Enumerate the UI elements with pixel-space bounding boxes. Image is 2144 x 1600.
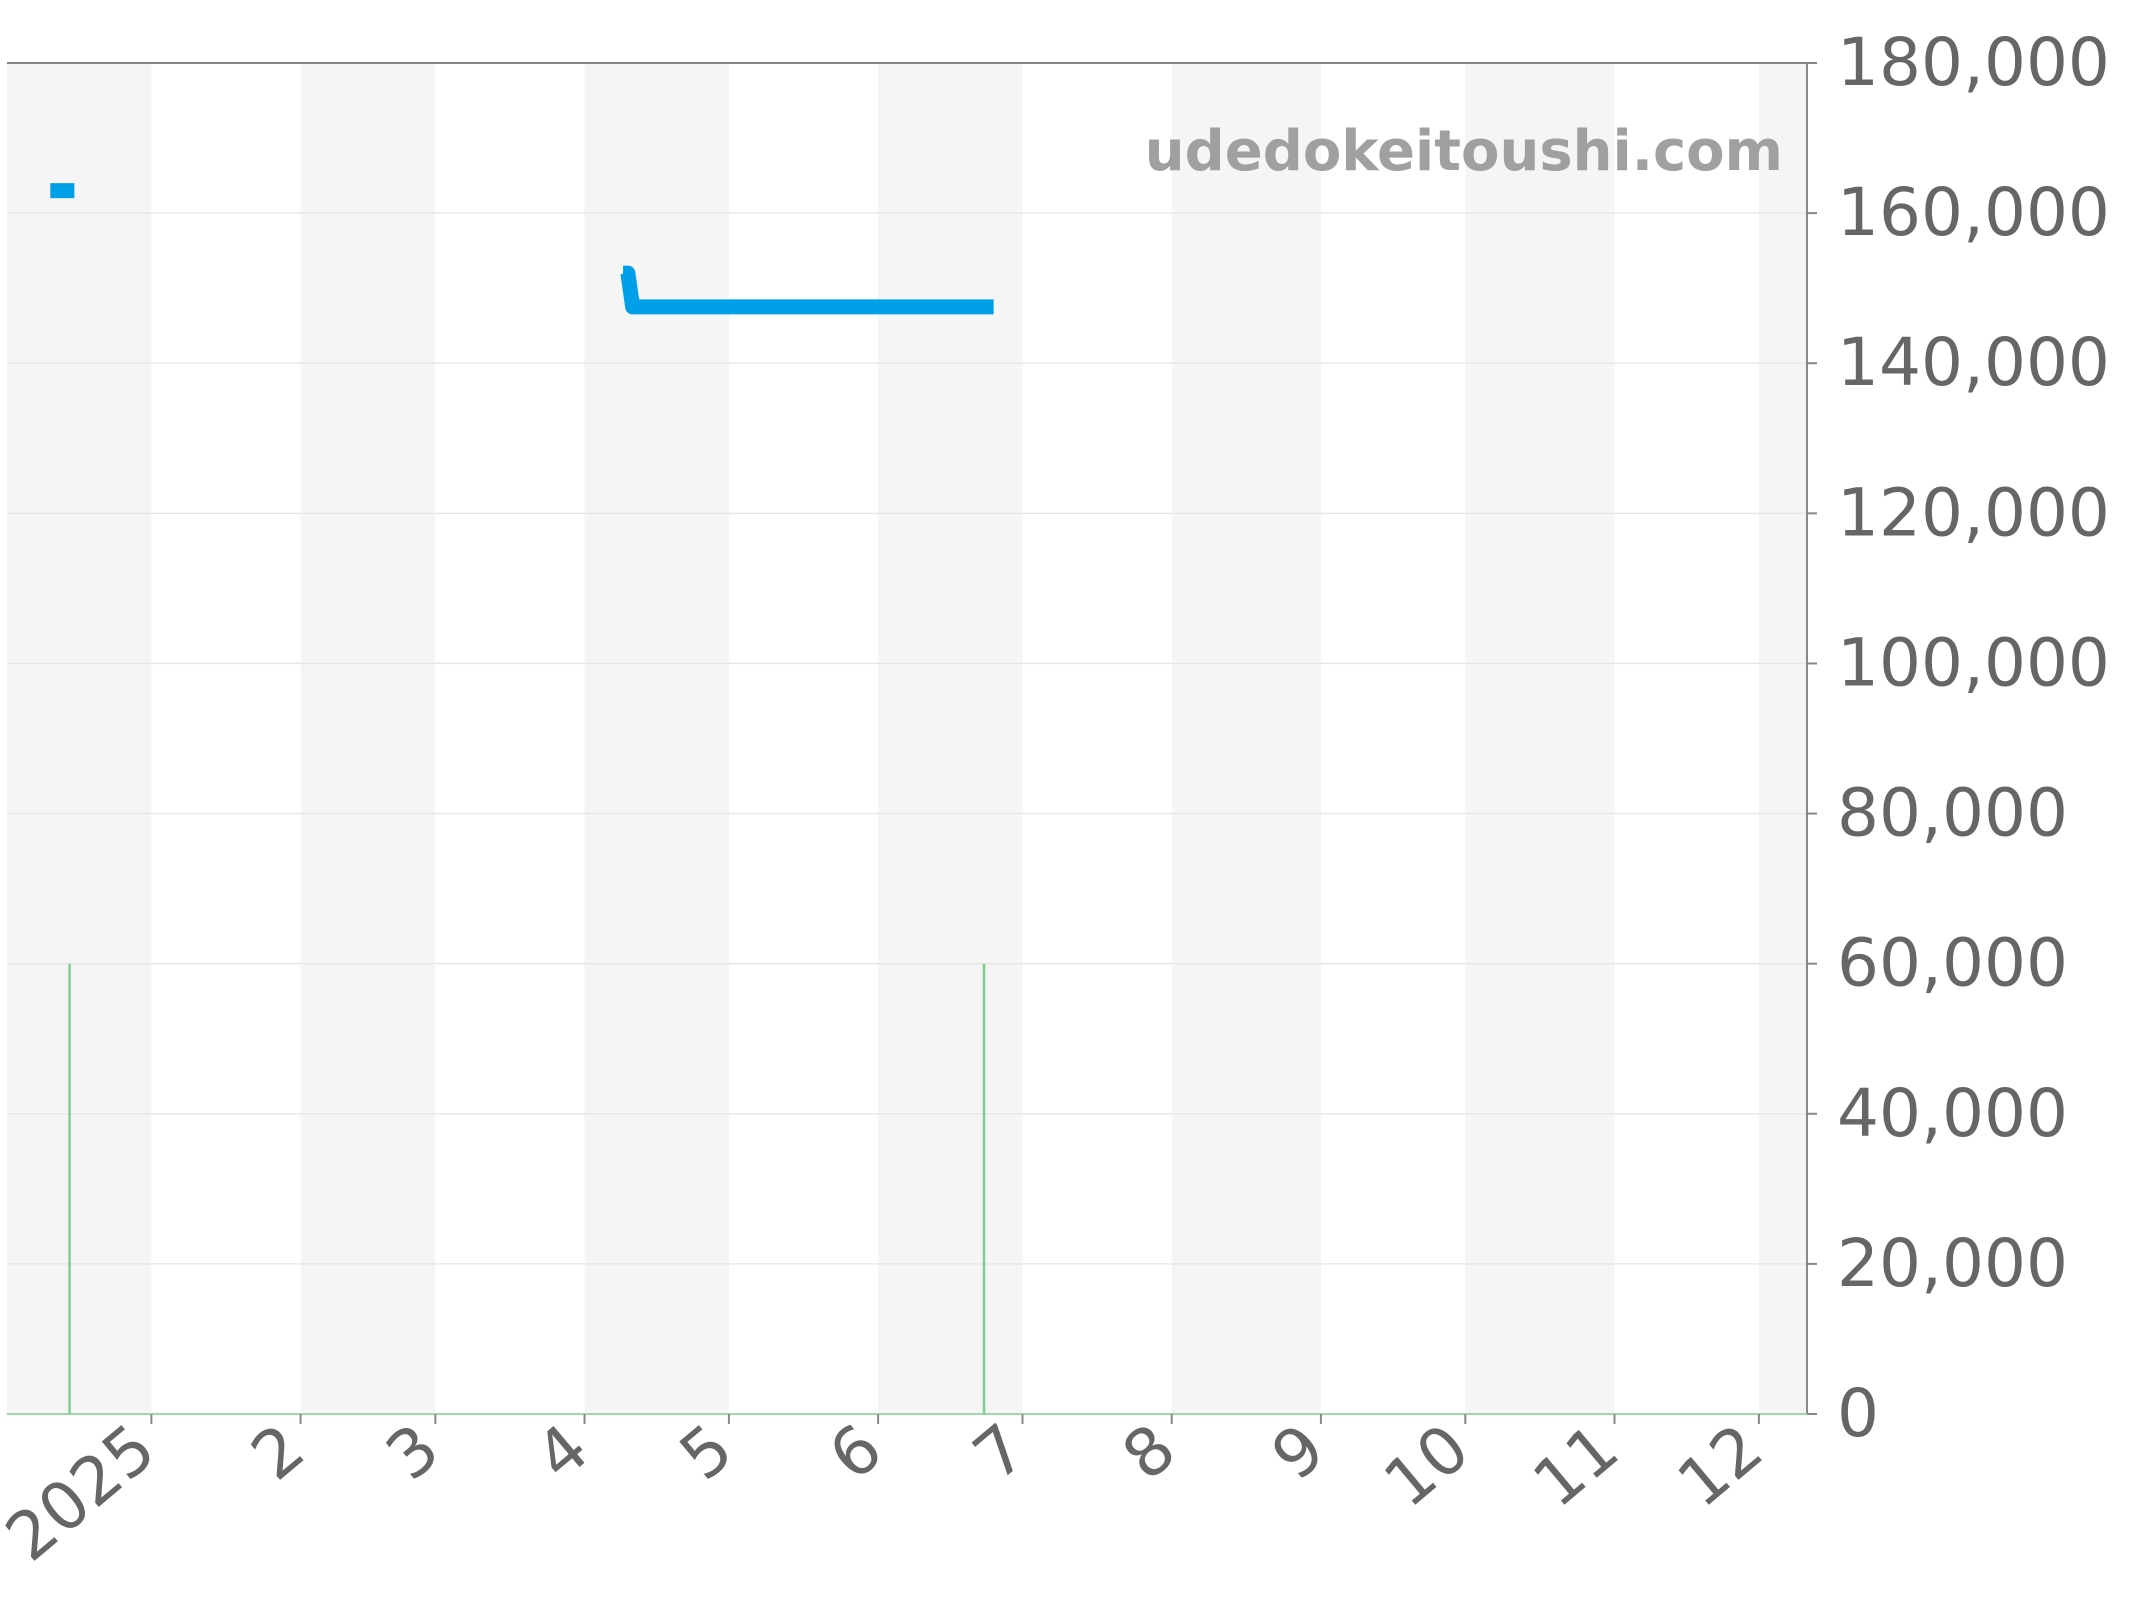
y-tick-label: 40,000 [1837, 1075, 2068, 1152]
x-tick-label: 8 [1108, 1409, 1190, 1495]
x-tick-label: 2 [237, 1409, 319, 1495]
month-shade-band [7, 63, 152, 1414]
y-tick-label: 180,000 [1837, 24, 2110, 101]
y-tick-label: 160,000 [1837, 174, 2110, 251]
month-shade-band [1171, 63, 1321, 1414]
x-tick-label: 9 [1258, 1409, 1340, 1495]
y-tick-label: 120,000 [1837, 474, 2110, 551]
y-tick-label: 20,000 [1837, 1225, 2068, 1302]
y-tick-label: 140,000 [1837, 324, 2110, 401]
month-shade-band [878, 63, 1023, 1414]
month-shade-band [300, 63, 436, 1414]
price-line-segment [620, 265, 994, 315]
x-tick-label: 2025 [0, 1409, 170, 1576]
month-shade-band [1465, 63, 1615, 1414]
y-tick-label: 60,000 [1837, 925, 2068, 1002]
month-shade-band [584, 63, 729, 1414]
y-tick-label: 80,000 [1837, 775, 2068, 852]
x-tick-label: 6 [815, 1409, 897, 1495]
x-tick-label: 4 [521, 1409, 603, 1495]
x-tick-label: 11 [1519, 1409, 1633, 1522]
y-tick-label: 100,000 [1837, 624, 2110, 701]
x-tick-label: 10 [1370, 1409, 1484, 1522]
x-tick-label: 12 [1663, 1409, 1777, 1522]
x-tick-label: 3 [372, 1409, 454, 1495]
y-tick-label: 0 [1837, 1375, 1879, 1452]
x-tick-label: 7 [959, 1409, 1041, 1495]
month-shade-band [1758, 63, 1807, 1414]
watermark: udedokeitoushi.com [1145, 119, 1783, 184]
x-tick-label: 5 [666, 1409, 748, 1495]
